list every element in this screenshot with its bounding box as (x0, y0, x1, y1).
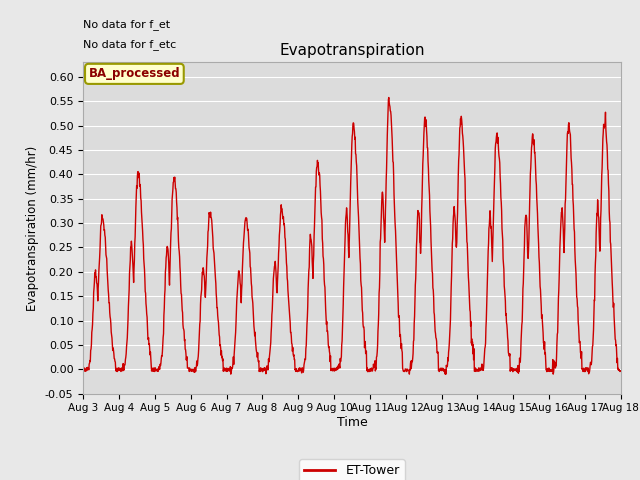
Text: No data for f_et: No data for f_et (83, 19, 170, 30)
Text: No data for f_etc: No data for f_etc (83, 39, 177, 50)
Y-axis label: Evapotranspiration (mm/hr): Evapotranspiration (mm/hr) (26, 145, 39, 311)
X-axis label: Time: Time (337, 416, 367, 429)
Text: BA_processed: BA_processed (88, 67, 180, 80)
Legend: ET-Tower: ET-Tower (300, 459, 404, 480)
Title: Evapotranspiration: Evapotranspiration (279, 44, 425, 59)
